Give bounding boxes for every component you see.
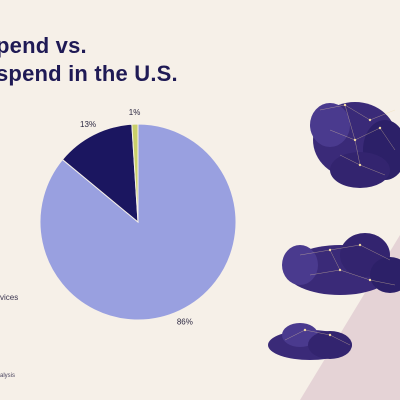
pie-label-2: 13% [80, 120, 96, 129]
source-note-fragment: alysis [0, 373, 16, 379]
chart-title: pend vs. spend in the U.S. [0, 32, 178, 88]
pie-label-1: 86% [177, 318, 193, 327]
cloud-bottom [268, 323, 352, 360]
pie-slice-2 [61, 123, 139, 224]
pie-slice-3 [131, 123, 139, 223]
chart-title-line-1: pend vs. [0, 33, 87, 58]
legend-text-fragment: vices [0, 293, 19, 302]
chart-title-line-2: spend in the U.S. [0, 61, 178, 86]
cloud-middle [282, 233, 400, 295]
pie-label-3: 1% [129, 108, 141, 117]
cloud-top [310, 102, 400, 188]
network-nodes [303, 103, 382, 337]
